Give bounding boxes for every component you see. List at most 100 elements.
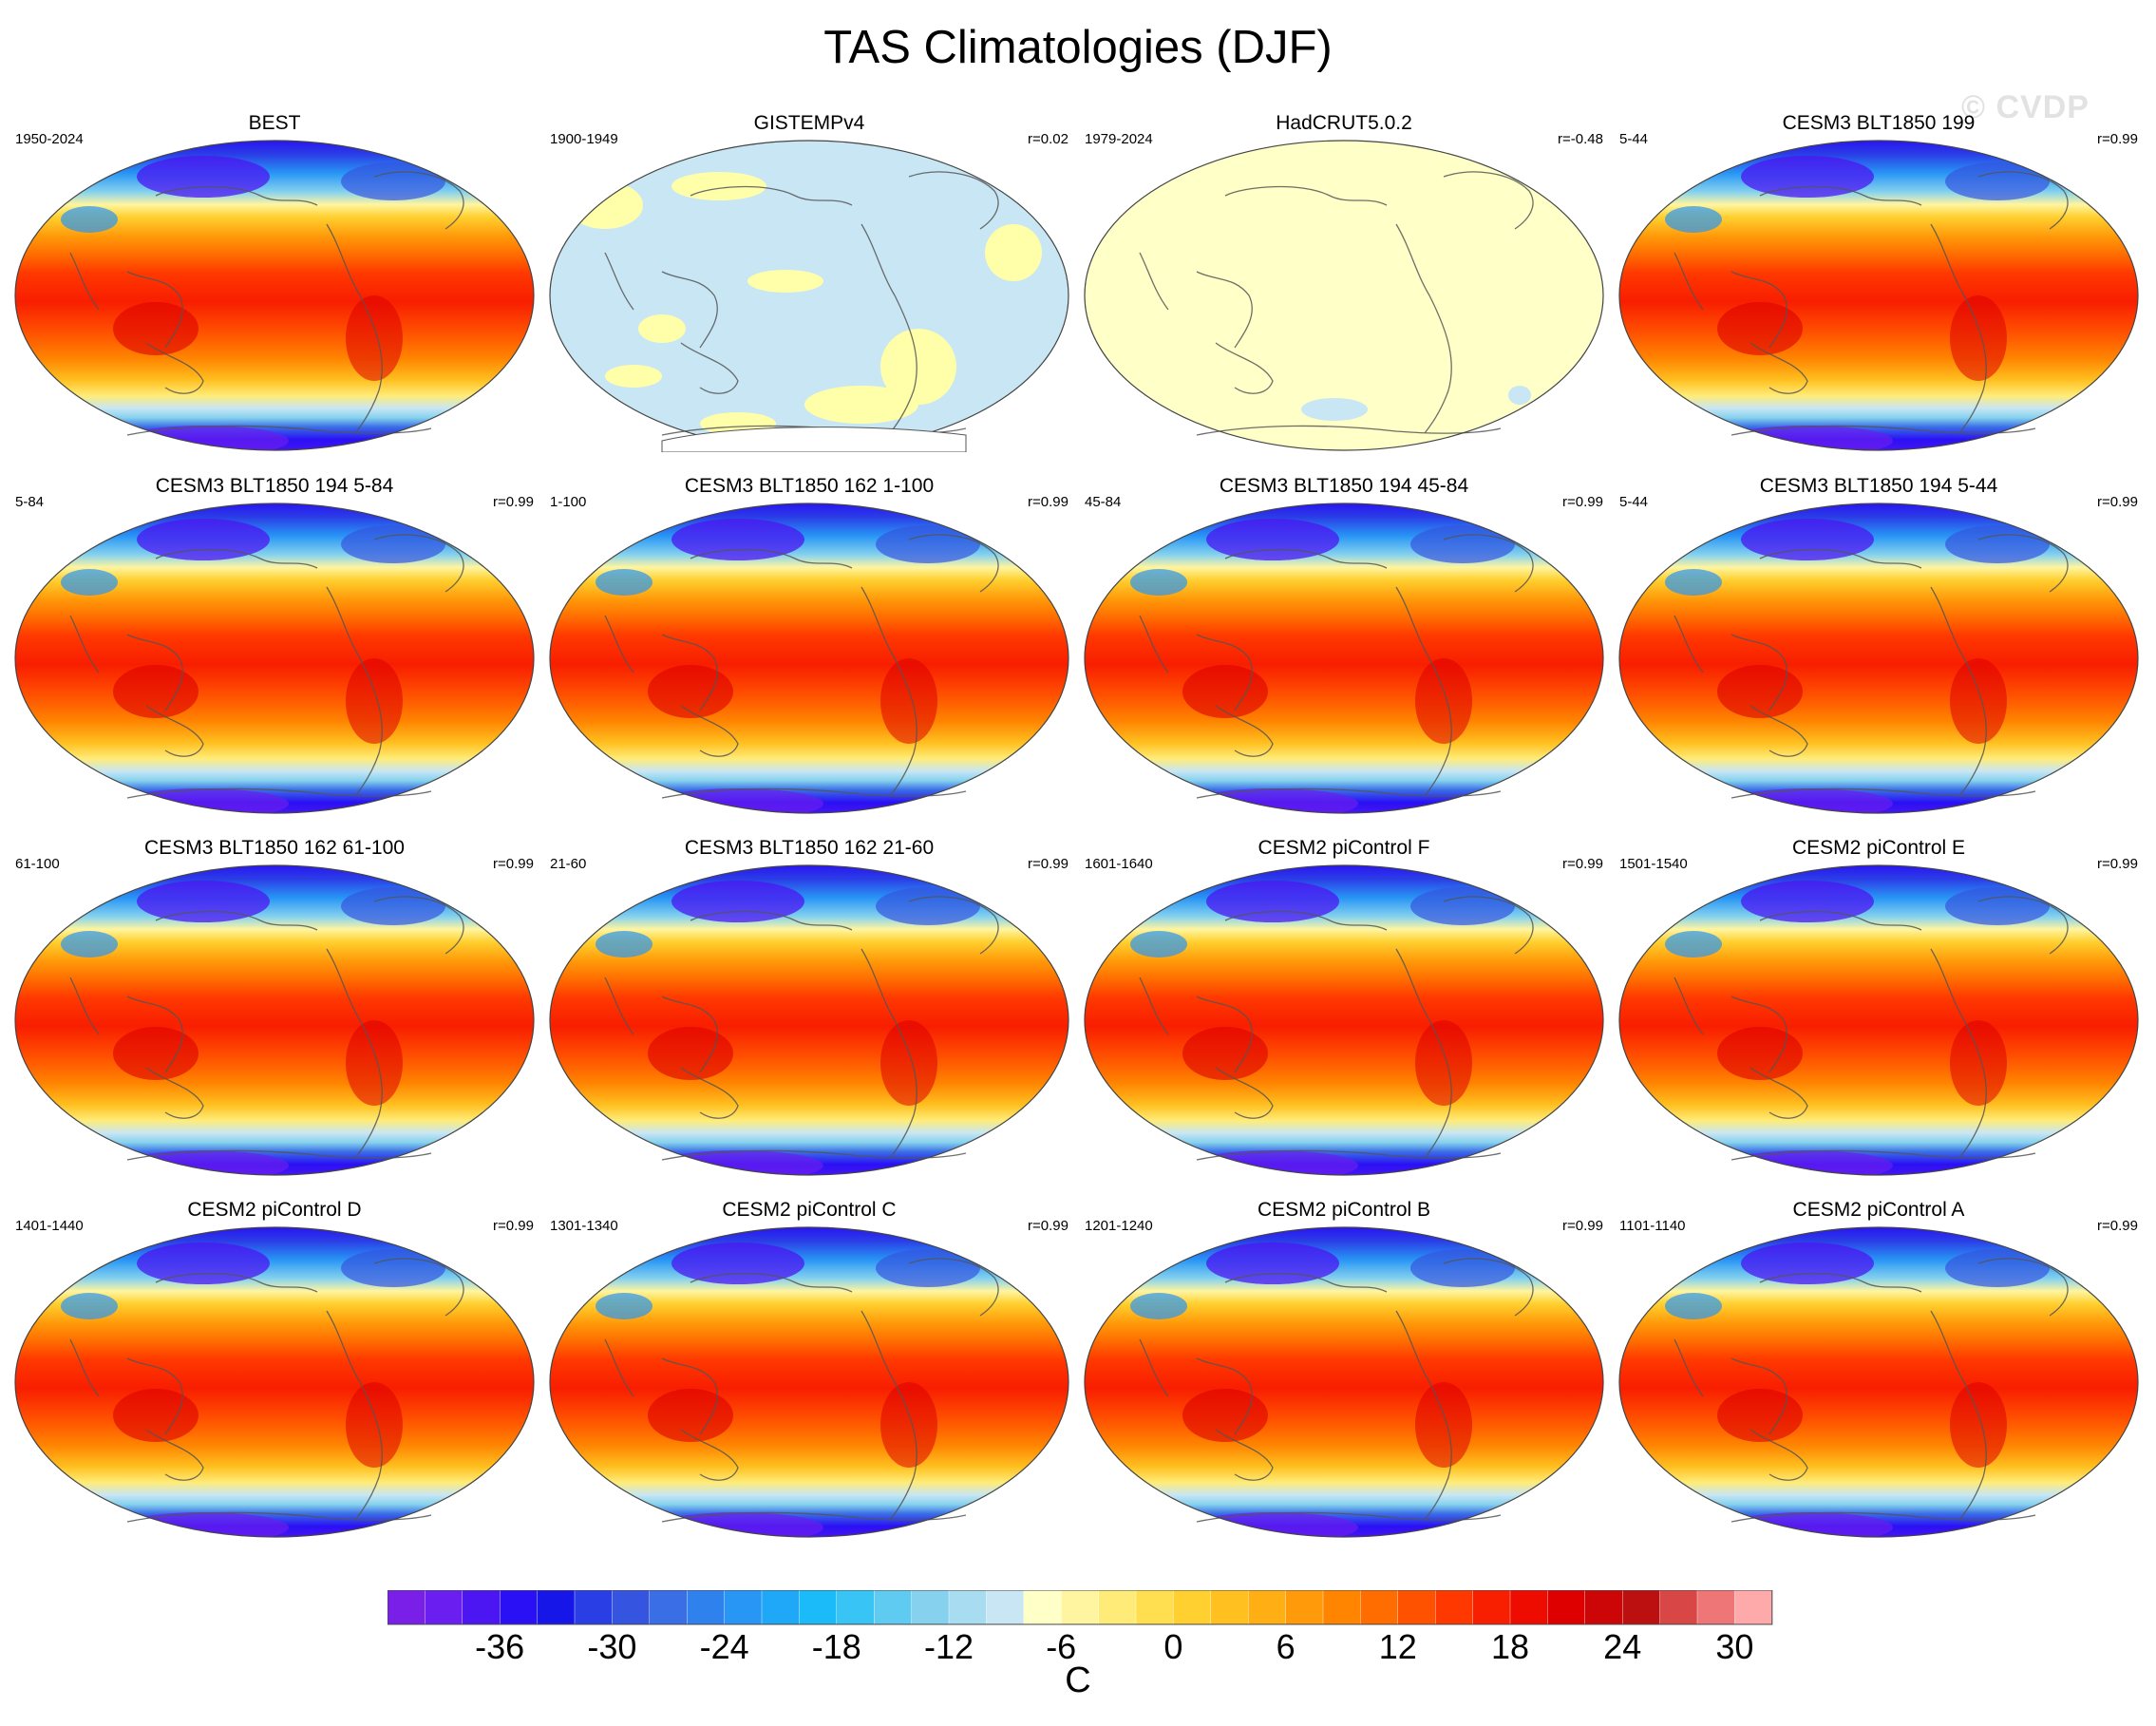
colorbar-swatch [1285, 1589, 1324, 1625]
map-panel: CESM3 BLT1850 194 5-44 5-44 r=0.99 [1617, 475, 2140, 817]
colorbar-tick-label: -12 [924, 1627, 974, 1666]
colorbar-swatch [537, 1589, 576, 1625]
panel-correlation: r=0.99 [1028, 1218, 1069, 1234]
colorbar-swatch [1210, 1589, 1249, 1625]
panel-title: CESM3 BLT1850 162 61-100 [144, 837, 405, 859]
colorbar-tick-label: 12 [1379, 1627, 1417, 1666]
panel-title: GISTEMPv4 [753, 112, 865, 134]
colorbar-swatch [1061, 1589, 1100, 1625]
cvdp-watermark: © CVDP [1961, 89, 2090, 125]
panel-title: CESM3 BLT1850 199 [1782, 112, 1976, 134]
colorbar-swatch [986, 1589, 1025, 1625]
panel-period: 61-100 [15, 856, 60, 872]
colorbar-swatch [649, 1589, 688, 1625]
panel-title: CESM2 piControl C [722, 1199, 897, 1221]
global-map [1084, 864, 1604, 1176]
panel-correlation: r=0.99 [2097, 856, 2138, 872]
colorbar-swatch [799, 1589, 838, 1625]
colorbar-swatch [911, 1589, 950, 1625]
panel-period: 1979-2024 [1085, 131, 1153, 147]
panel-title: CESM3 BLT1850 194 5-44 [1759, 475, 1998, 497]
colorbar-swatch [1509, 1589, 1549, 1625]
map-panel: CESM3 BLT1850 194 45-84 45-84 r=0.99 [1083, 475, 1605, 817]
map-panel: CESM3 BLT1850 194 5-84 5-84 r=0.99 [13, 475, 536, 817]
panel-correlation: r=0.99 [2097, 1218, 2138, 1234]
panel-period: 1-100 [550, 494, 587, 510]
panel-period: 1900-1949 [550, 131, 618, 147]
colorbar: -36-30-24-18-12-6061218243036 [387, 1589, 1866, 1671]
global-map [14, 503, 535, 814]
colorbar-swatch [1322, 1589, 1362, 1625]
panel-correlation: r=0.99 [2097, 131, 2138, 147]
panel-correlation: r=0.99 [1562, 856, 1603, 872]
colorbar-swatch [687, 1589, 726, 1625]
global-map [1618, 864, 2139, 1176]
panel-period: 1101-1140 [1619, 1218, 1686, 1234]
map-panel: BEST 1950-2024 [13, 112, 536, 454]
colorbar-swatch [1397, 1589, 1436, 1625]
panel-correlation: r=0.99 [1562, 494, 1603, 510]
panel-title: BEST [248, 112, 301, 134]
global-map [549, 503, 1069, 814]
colorbar-swatch [836, 1589, 875, 1625]
panel-title: HadCRUT5.0.2 [1276, 112, 1412, 134]
colorbar-swatch [1547, 1589, 1586, 1625]
colorbar-swatch [761, 1589, 801, 1625]
panel-period: 1950-2024 [15, 131, 84, 147]
global-map [1084, 140, 1604, 451]
colorbar-swatch [612, 1589, 651, 1625]
global-map [1618, 503, 2139, 814]
colorbar-swatch [1173, 1589, 1212, 1625]
colorbar-swatch [1360, 1589, 1399, 1625]
colorbar-swatch [387, 1589, 426, 1625]
colorbar-swatch [724, 1589, 763, 1625]
panel-period: 1401-1440 [15, 1218, 84, 1234]
map-panel: GISTEMPv4 1900-1949 r=0.02 [548, 112, 1070, 454]
map-panel: CESM2 piControl A 1101-1140 r=0.99 [1617, 1199, 2140, 1541]
global-map [1084, 503, 1604, 814]
colorbar-swatch [462, 1589, 501, 1625]
panel-correlation: r=0.99 [1028, 856, 1069, 872]
global-map [1618, 1226, 2139, 1538]
map-panel: CESM3 BLT1850 199 5-44 r=0.99 [1617, 112, 2140, 454]
panel-period: 1601-1640 [1085, 856, 1153, 872]
map-panel: CESM2 piControl C 1301-1340 r=0.99 [548, 1199, 1070, 1541]
colorbar-swatch [1734, 1589, 1773, 1625]
panel-correlation: r=0.99 [1562, 1218, 1603, 1234]
colorbar-swatch [1696, 1589, 1736, 1625]
panel-period: 1301-1340 [550, 1218, 618, 1234]
panel-period: 45-84 [1085, 494, 1122, 510]
map-panel: CESM2 piControl D 1401-1440 r=0.99 [13, 1199, 536, 1541]
panel-title: CESM3 BLT1850 162 1-100 [684, 475, 935, 497]
colorbar-swatch [574, 1589, 614, 1625]
colorbar-swatch [874, 1589, 913, 1625]
panel-title: CESM3 BLT1850 194 5-84 [155, 475, 394, 497]
panel-period: 5-84 [15, 494, 45, 510]
colorbar-tick-label: -6 [1046, 1627, 1076, 1666]
colorbar-tick-label: -30 [587, 1627, 636, 1666]
global-map [549, 864, 1069, 1176]
map-panel: CESM3 BLT1850 162 61-100 61-100 r=0.99 [13, 837, 536, 1179]
global-map [1084, 1226, 1604, 1538]
global-map [14, 864, 535, 1176]
colorbar-swatch [1135, 1589, 1175, 1625]
colorbar-swatch [1023, 1589, 1062, 1625]
global-map [549, 1226, 1069, 1538]
panel-correlation: r=0.02 [1028, 131, 1069, 147]
colorbar-swatch [1434, 1589, 1474, 1625]
panel-title: CESM2 piControl D [187, 1199, 362, 1221]
panel-period: 21-60 [550, 856, 587, 872]
colorbar-tick-label: 18 [1491, 1627, 1529, 1666]
panel-period: 1201-1240 [1085, 1218, 1153, 1234]
panel-title: CESM3 BLT1850 194 45-84 [1219, 475, 1469, 497]
colorbar-tick-label: 0 [1163, 1627, 1182, 1666]
map-panel: CESM2 piControl E 1501-1540 r=0.99 [1617, 837, 2140, 1179]
figure-title: TAS Climatologies (DJF) [823, 22, 1333, 73]
global-map [14, 1226, 535, 1538]
panel-period: 1501-1540 [1619, 856, 1688, 872]
panel-correlation: r=0.99 [2097, 494, 2138, 510]
colorbar-swatch [1659, 1589, 1698, 1625]
global-map [14, 140, 535, 451]
colorbar-tick-label: 24 [1603, 1627, 1641, 1666]
map-panel: HadCRUT5.0.2 1979-2024 r=-0.48 [1083, 112, 1605, 454]
